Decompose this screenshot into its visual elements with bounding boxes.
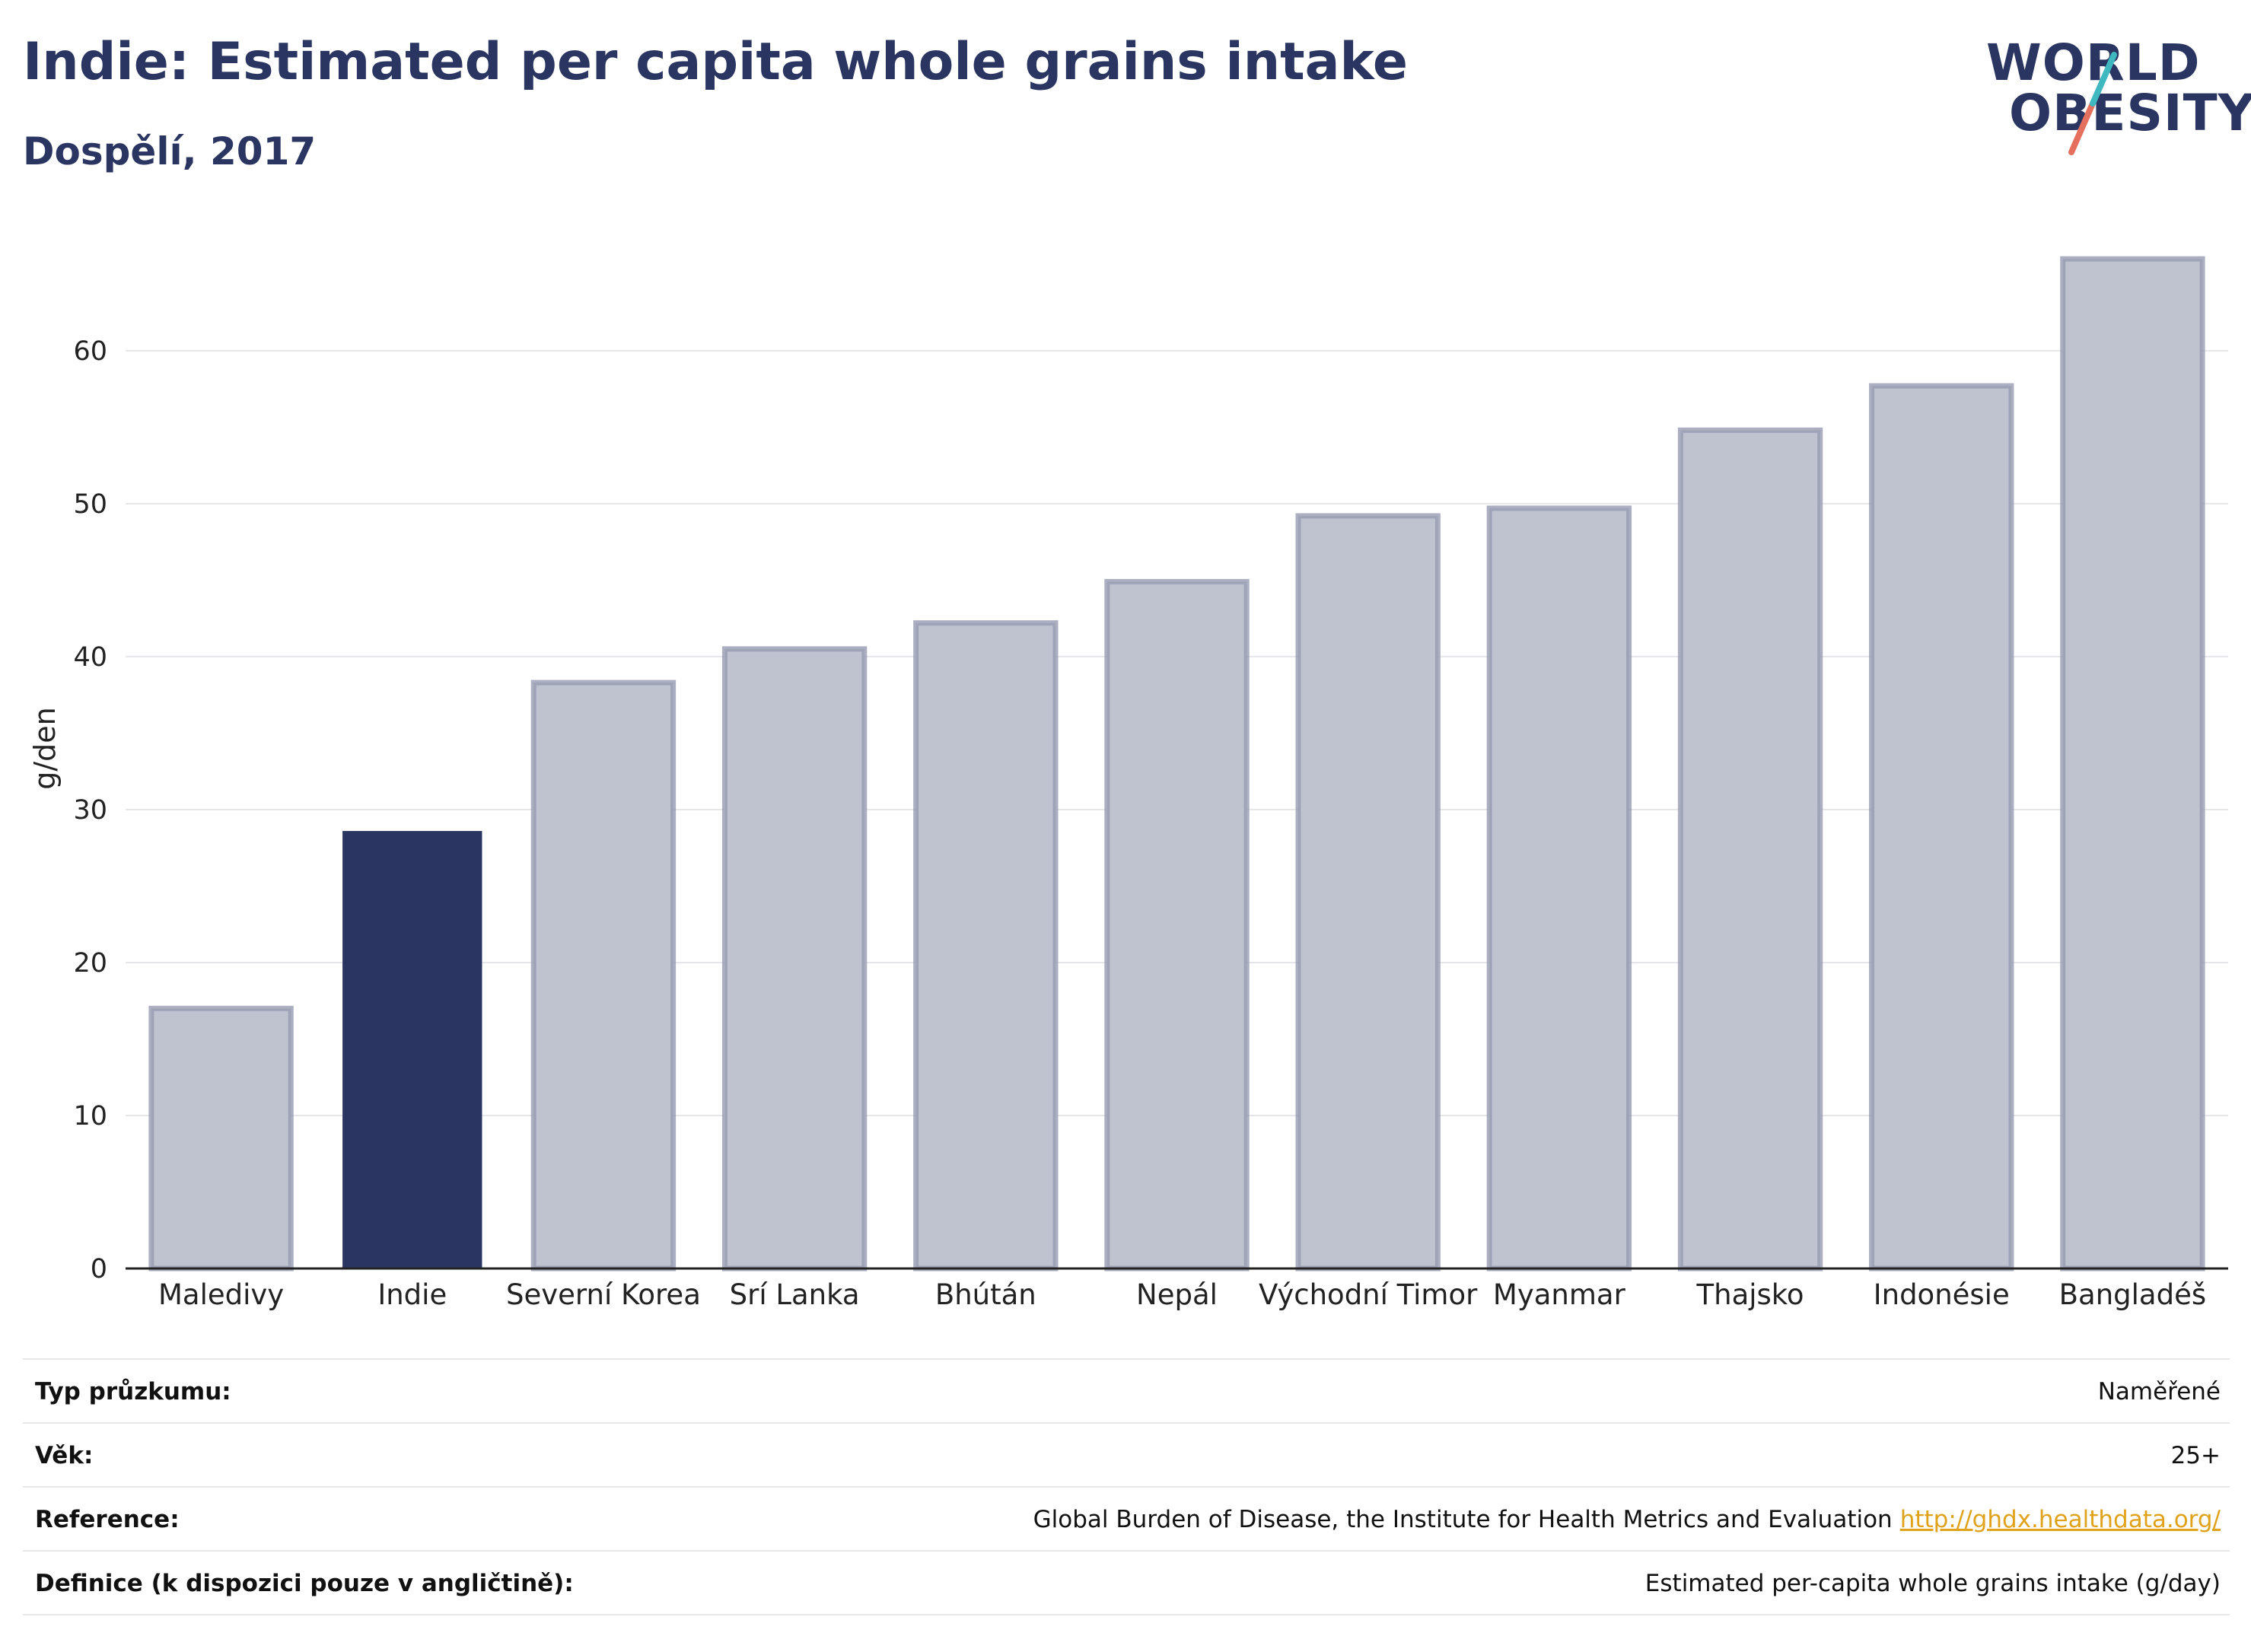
info-value: 25+ [2171,1442,2221,1469]
x-tick-label: Nepál [1136,1278,1218,1311]
info-row: Definice (k dispozici pouze v angličtině… [23,1550,2230,1615]
y-tick-label: 60 [73,336,107,367]
bar [2060,256,2205,1272]
bar [1486,505,1632,1272]
y-tick-label: 20 [73,948,107,979]
info-value-text: 25+ [2170,1442,2221,1469]
bar [148,1005,294,1272]
bar [342,831,482,1268]
bar-chart: 0 10 20 30 40 50 60 g/den Maledivy Indie Severní K… [28,256,2228,1311]
chart-title: Indie: Estimated per capita whole grains… [23,32,1409,92]
x-tick-label: Maledivy [158,1278,284,1311]
y-tick-label: 0 [91,1254,107,1284]
y-tick-label: 40 [73,642,107,673]
info-table: Typ průzkumu: Naměřené Věk: 25+ Reference: Gl… [23,1358,2230,1615]
info-key: Definice (k dispozici pouze v angličtině… [35,1570,574,1597]
x-tick-label: Myanmar [1493,1278,1626,1311]
info-value: Naměřené [2098,1378,2221,1405]
x-tick-label: Srí Lanka [730,1278,860,1311]
bar [530,680,677,1272]
info-value: Global Burden of Disease, the Institute … [1033,1506,2221,1533]
bar [1869,383,2014,1272]
info-value: Estimated per-capita whole grains intake… [1645,1570,2221,1597]
logo-line2: OBESITY [2009,84,2251,142]
x-tick-label: Východní Timor [1259,1278,1478,1311]
x-tick-label: Indonésie [1874,1278,2010,1311]
bar [1677,427,1823,1272]
info-row: Reference: Global Burden of Disease, the … [23,1486,2230,1550]
reference-link[interactable]: http://ghdx.healthdata.org/ [1899,1506,2221,1533]
x-tick-label: Indie [377,1278,447,1311]
logo-slash-icon [2068,52,2117,155]
info-key: Věk: [35,1442,94,1469]
bar [1104,578,1250,1272]
logo-line1: WORLD [1986,33,2201,92]
bar [913,620,1059,1272]
x-tick-label: Bhútán [935,1278,1036,1311]
info-key: Reference: [35,1506,180,1533]
info-row: Typ průzkumu: Naměřené [23,1358,2230,1422]
y-tick-label: 50 [73,489,107,520]
info-row: Věk: 25+ [23,1422,2230,1486]
y-tick-label: 10 [73,1101,107,1132]
x-tick-label: Thajsko [1696,1278,1804,1311]
x-tick-label: Bangladéš [2059,1278,2206,1311]
x-tick-label: Severní Korea [506,1278,701,1311]
info-value-text: Naměřené [2097,1378,2221,1405]
bar [1295,513,1441,1272]
bar [721,646,868,1272]
info-value-text: Global Burden of Disease, the Institute … [1033,1506,1893,1533]
y-tick-label: 30 [73,795,107,826]
info-value-text: Estimated per-capita whole grains intake… [1644,1570,2221,1597]
info-key: Typ průzkumu: [35,1378,231,1405]
world-obesity-logo: WORLD OBESITY [1986,33,2251,160]
y-axis-label: g/den [28,707,62,790]
chart-subtitle: Dospělí, 2017 [23,129,317,173]
